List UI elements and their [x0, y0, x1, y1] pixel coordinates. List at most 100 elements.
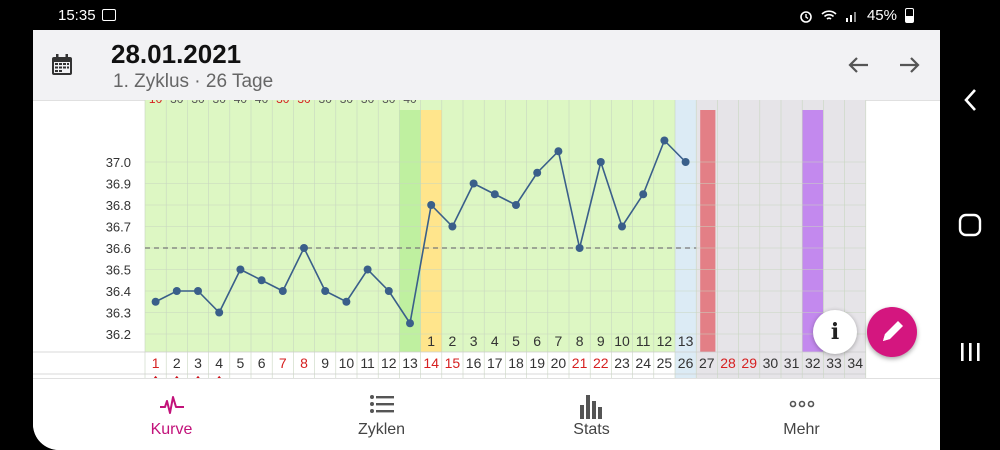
header-subtitle: 1. Zyklus · 26 Tage: [113, 71, 274, 92]
temperature-point: [490, 190, 499, 199]
tab-zyklen[interactable]: Zyklen: [268, 379, 495, 450]
top-clipped-label: 30: [170, 100, 184, 106]
day-number: 29: [741, 355, 757, 371]
more-icon: [789, 400, 814, 408]
post-ovulation-count: 5: [512, 333, 520, 349]
wifi-icon: [821, 10, 837, 20]
post-ovulation-count: 9: [597, 333, 605, 349]
back-nav-icon[interactable]: [940, 86, 1000, 114]
y-tick-label: 36.7: [106, 220, 131, 235]
day-number: 4: [215, 355, 223, 371]
day-number: 3: [194, 355, 202, 371]
day-number: 1: [152, 355, 160, 371]
temperature-point: [363, 265, 372, 274]
day-number: 18: [508, 355, 524, 371]
temperature-point: [300, 244, 308, 252]
tab-kurve[interactable]: Kurve: [58, 379, 285, 450]
edit-fab-button[interactable]: [867, 307, 917, 357]
pencil-icon: [883, 321, 903, 341]
day-number: 33: [826, 355, 842, 371]
temperature-point: [575, 244, 584, 252]
home-nav-icon[interactable]: [940, 211, 1000, 239]
top-clipped-label: 30: [361, 100, 375, 106]
info-button[interactable]: i: [813, 310, 857, 354]
tab-mehr[interactable]: Mehr: [688, 379, 915, 450]
temperature-point: [639, 190, 648, 199]
arrow-right-icon[interactable]: [898, 54, 920, 76]
y-tick-label: 37.0: [106, 155, 131, 170]
calendar-icon[interactable]: [51, 54, 73, 76]
day-number: 10: [339, 355, 355, 371]
top-clipped-label: 40: [403, 100, 417, 106]
current-day-band: [675, 100, 697, 378]
day-number: 12: [381, 355, 397, 371]
day-number: 17: [487, 355, 503, 371]
post-ovulation-count: 8: [576, 333, 584, 349]
day-number: 5: [237, 355, 245, 371]
day-number: 13: [402, 355, 418, 371]
temperature-point: [681, 158, 690, 166]
tab-zyklen-label: Zyklen: [357, 421, 406, 438]
top-clipped-label: 30: [319, 100, 333, 106]
top-clipped-label: 10: [149, 100, 163, 106]
day-number: 27: [699, 355, 715, 371]
top-clipped-label: 30: [213, 100, 227, 106]
blood-drop-filled-icon: [153, 375, 158, 378]
battery-icon: [905, 8, 914, 23]
day-number: 30: [763, 355, 779, 371]
temperature-point: [406, 319, 414, 328]
recents-nav-icon[interactable]: [940, 338, 1000, 366]
y-tick-label: 36.2: [106, 327, 131, 342]
header-date: 28.01.2021: [111, 39, 242, 69]
post-ovulation-count: 11: [636, 333, 651, 349]
temperature-point: [596, 158, 605, 166]
system-nav-bar: [940, 0, 1000, 450]
day-number: 6: [258, 355, 266, 371]
post-ovulation-count: 13: [678, 333, 694, 349]
predicted-period-bar: [700, 110, 716, 352]
day-number: 7: [279, 355, 287, 371]
post-ovulation-count: 10: [614, 333, 630, 349]
day-number: 19: [529, 355, 545, 371]
y-tick-label: 36.4: [106, 284, 131, 299]
temperature-point: [469, 179, 478, 188]
bar-chart-icon: [579, 395, 602, 419]
status-right: 45%: [799, 7, 914, 24]
post-ovulation-count: 3: [470, 333, 478, 349]
blood-drop-filled-icon: [175, 375, 179, 378]
temperature-point: [427, 201, 436, 209]
temperature-point: [172, 287, 181, 295]
status-bar: 15:35 45%: [0, 0, 940, 30]
day-number: 9: [321, 355, 329, 371]
day-number: 32: [805, 355, 821, 371]
bottom-navigation: Kurve Zyklen Stats Mehr: [33, 378, 940, 450]
temperature-point: [448, 222, 457, 231]
top-clipped-label: 30: [297, 100, 311, 106]
tab-stats[interactable]: Stats: [478, 379, 705, 450]
day-number: 11: [360, 355, 375, 371]
day-number: 31: [784, 355, 800, 371]
top-clipped-label: 30: [276, 100, 290, 106]
tab-stats-label: Stats: [573, 421, 610, 438]
list-icon: [369, 395, 394, 413]
top-clipped-label: 40: [255, 100, 269, 106]
tab-kurve-label: Kurve: [150, 421, 193, 438]
day-number: 28: [720, 355, 736, 371]
ovulation-band: [420, 110, 442, 352]
post-ovulation-count: 7: [555, 333, 563, 349]
day-number: 22: [593, 355, 609, 371]
day-number: 24: [635, 355, 651, 371]
temperature-point: [236, 265, 245, 274]
arrow-left-icon[interactable]: [848, 54, 870, 76]
temperature-point: [257, 276, 266, 285]
temperature-point: [194, 287, 202, 295]
temperature-point: [278, 287, 287, 295]
day-number: 20: [551, 355, 567, 371]
temperature-point: [321, 287, 330, 295]
post-ovulation-count: 6: [533, 333, 541, 349]
app-window: 28.01.2021 1. Zyklus · 26 Tage 10 30 30 30 4…: [33, 30, 940, 450]
day-number: 15: [445, 355, 461, 371]
temperature-chart[interactable]: 10 30 30 30 40 40 30 30 30 30 30 30 40 37.0 36.9 36.8 3…: [33, 100, 940, 378]
temperature-point: [512, 201, 520, 209]
y-tick-label: 36.9: [106, 177, 131, 192]
